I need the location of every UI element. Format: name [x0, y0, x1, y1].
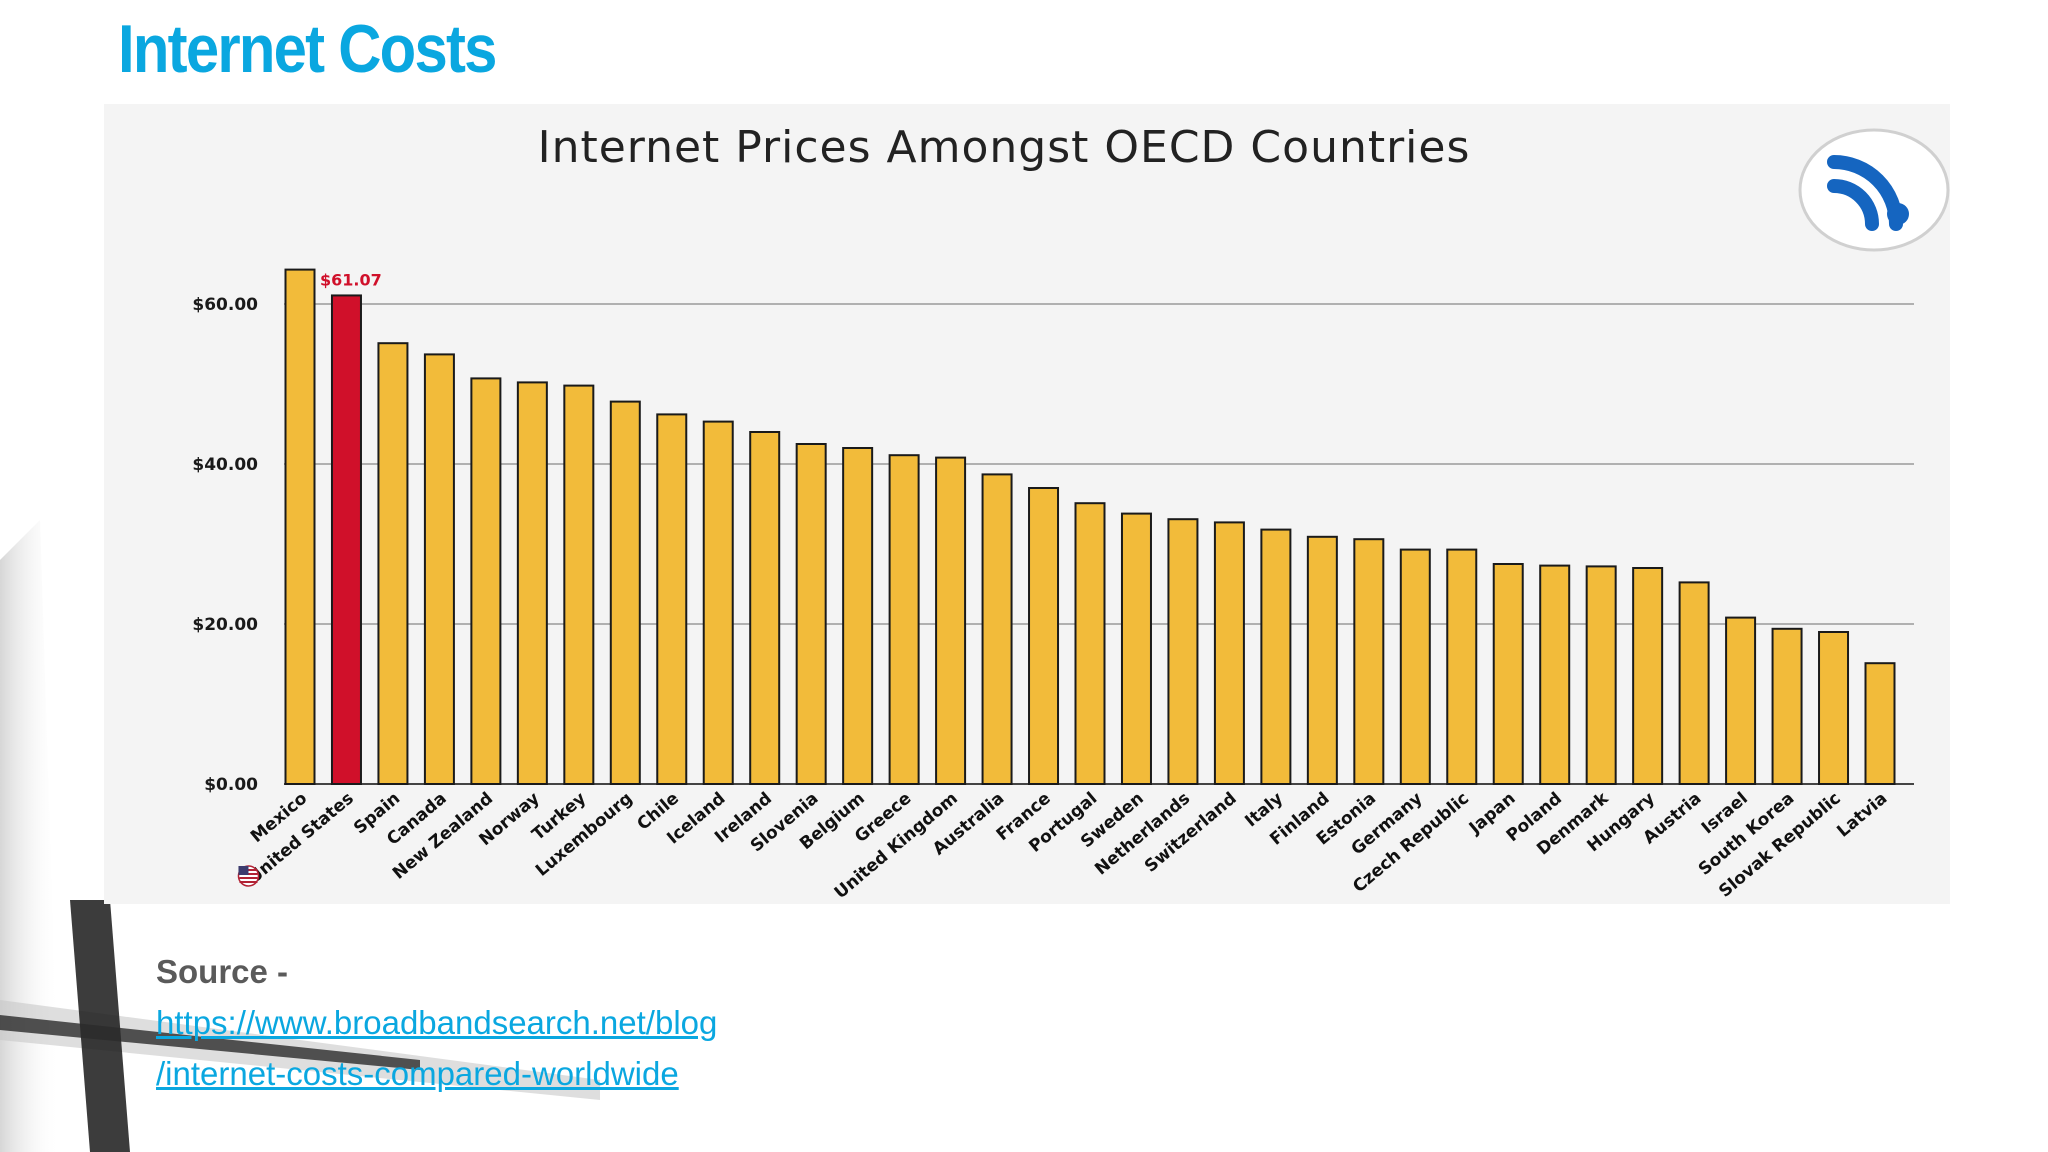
- bar: [749, 431, 781, 785]
- bar: [609, 400, 641, 785]
- y-tick-label: $0.00: [204, 775, 258, 795]
- chart-title: Internet Prices Amongst OECD Countries: [538, 122, 1471, 173]
- chart-panel: Internet Prices Amongst OECD Countries $…: [104, 104, 1950, 904]
- bar: [702, 420, 734, 785]
- bar: [795, 443, 827, 785]
- bar: [1864, 662, 1896, 786]
- bar: [377, 342, 409, 785]
- slide-title: Internet Costs: [118, 11, 497, 87]
- bar: [1771, 627, 1803, 785]
- bar: [888, 454, 920, 785]
- bar: [1399, 548, 1431, 785]
- bar: [1492, 563, 1524, 785]
- x-tick-label: Latvia: [1833, 789, 1891, 842]
- bar: [1353, 538, 1385, 786]
- bars: [284, 268, 1896, 786]
- source-label: Source -: [156, 953, 289, 990]
- us-flag-icon: [237, 865, 260, 887]
- bar: [330, 294, 362, 785]
- y-tick-label: $40.00: [192, 455, 258, 475]
- y-tick-label: $20.00: [192, 615, 258, 635]
- bar: [1585, 565, 1617, 785]
- bar: [656, 413, 688, 785]
- bar: [1725, 616, 1757, 785]
- bar: [470, 377, 502, 785]
- bar: [1632, 567, 1664, 785]
- bar: [284, 268, 316, 786]
- bar: [1539, 564, 1571, 785]
- bar: [1167, 518, 1199, 785]
- bar: [1120, 512, 1152, 785]
- bar: [1260, 528, 1292, 785]
- bar: [1446, 548, 1478, 785]
- source-link-line1[interactable]: https://www.broadbandsearch.net/blog: [156, 1004, 718, 1041]
- source-block: Source - https://www.broadbandsearch.net…: [156, 946, 717, 1099]
- bar-chart: Internet Prices Amongst OECD Countries $…: [192, 122, 1950, 903]
- bar: [935, 456, 967, 785]
- bar: [1818, 631, 1850, 785]
- y-axis-ticks: $0.00 $20.00 $40.00 $60.00: [192, 295, 258, 795]
- wifi-icon: [1798, 128, 1950, 252]
- y-tick-label: $60.00: [192, 295, 258, 315]
- bar: [1213, 521, 1245, 785]
- bar: [842, 447, 874, 785]
- source-link-line2[interactable]: /internet-costs-compared-worldwide: [156, 1055, 679, 1092]
- bar: [981, 473, 1013, 785]
- bar: [516, 381, 548, 785]
- bar: [1028, 487, 1060, 785]
- bar: [1074, 502, 1106, 785]
- bar: [1306, 535, 1338, 785]
- highlight-data-label: $61.07: [320, 270, 382, 289]
- bar: [423, 353, 455, 785]
- bar: [563, 384, 595, 785]
- bar: [1678, 581, 1710, 785]
